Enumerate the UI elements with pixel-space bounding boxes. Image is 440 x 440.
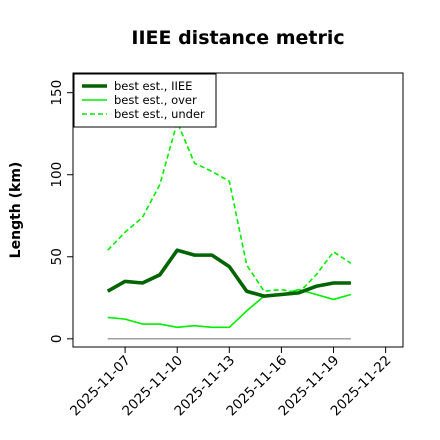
x-axis: 2025-11-072025-11-102025-11-132025-11-16…: [67, 347, 394, 419]
legend-entry: best est., over: [114, 93, 197, 107]
legend-entry: best est., IIEE: [114, 79, 192, 93]
series-layer: [106, 121, 352, 340]
series-line-2: [107, 121, 352, 294]
y-tick-label: 50: [49, 248, 65, 265]
legend-entry: best est., under: [114, 107, 205, 121]
series-line-0: [106, 248, 351, 298]
chart-title: IIEE distance metric: [131, 27, 344, 49]
y-axis-label: Length (km): [8, 162, 24, 259]
y-tick-label: 0: [49, 334, 65, 343]
series-line-1: [107, 288, 352, 329]
y-tick-label: 150: [49, 80, 65, 106]
plot-area: [72, 72, 404, 348]
y-axis: 0 50 100 150: [49, 80, 73, 343]
y-tick-label: 100: [49, 162, 65, 188]
